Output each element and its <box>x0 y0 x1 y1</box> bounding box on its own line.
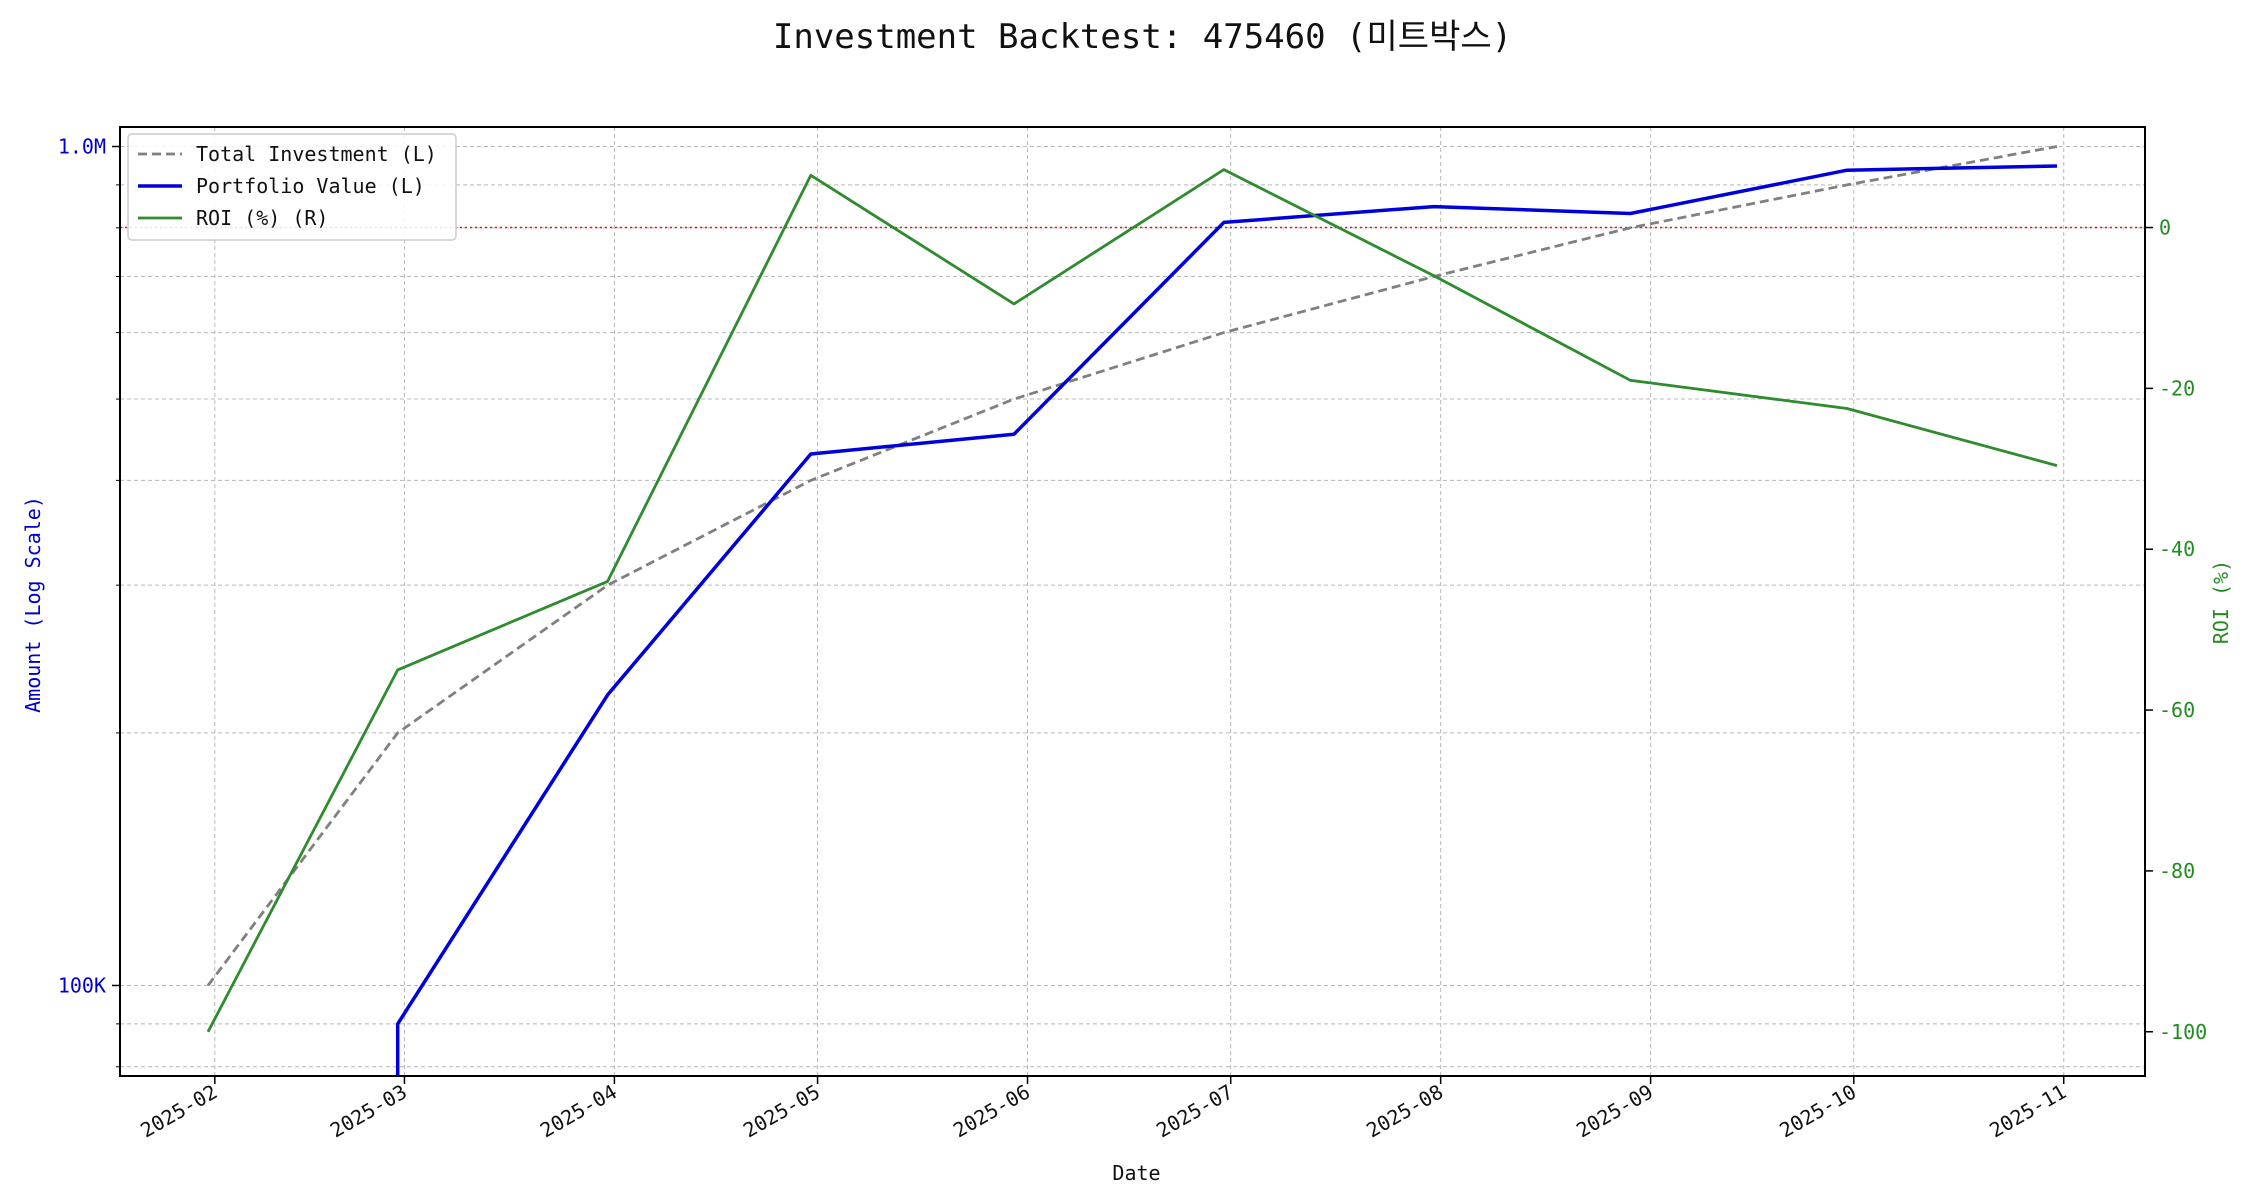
x-axis-label: Date <box>1112 1161 1160 1185</box>
x-tick-label: 2025-06 <box>949 1080 1034 1143</box>
right-tick-label: -60 <box>2159 698 2195 722</box>
right-axis-ticks: 0 -20 -40 -60 -80 -100 <box>2145 216 2207 1044</box>
right-tick-label: -20 <box>2159 376 2195 400</box>
series-lines <box>206 145 2058 1076</box>
x-tick-label: 2025-08 <box>1362 1080 1447 1143</box>
legend-box <box>127 133 457 241</box>
right-tick-label: 0 <box>2159 216 2171 240</box>
plot-frame <box>119 126 2146 1077</box>
x-tick-label: 2025-11 <box>1985 1080 2070 1143</box>
x-tick-label: 2025-10 <box>1775 1080 1860 1143</box>
series-line-2 <box>395 164 2058 1076</box>
left-axis-label: Amount (Log Scale) <box>21 496 45 713</box>
legend-label-1: Total Investment (L) <box>196 142 437 166</box>
x-axis-ticks: 2025-02 2025-03 2025-04 2025-05 2025-06 2025-… <box>136 1076 2070 1142</box>
left-axis-ticks: 100K 1.0M <box>58 135 120 1068</box>
x-tick-label: 2025-04 <box>536 1080 621 1143</box>
right-axis-label: ROI (%) <box>2209 560 2233 644</box>
series-line-3 <box>206 168 2058 1033</box>
right-tick-label: -40 <box>2159 537 2195 561</box>
x-tick-label: 2025-02 <box>136 1080 221 1143</box>
x-tick-label: 2025-05 <box>739 1080 824 1143</box>
legend-label-3: ROI (%) (R) <box>196 206 328 230</box>
x-tick-label: 2025-09 <box>1572 1080 1657 1143</box>
legend: Total Investment (L) Portfolio Value (L) R… <box>127 133 457 241</box>
right-tick-label: -80 <box>2159 859 2195 883</box>
x-tick-label: 2025-03 <box>326 1080 411 1143</box>
left-tick-label: 100K <box>58 973 106 997</box>
right-tick-label: -100 <box>2159 1020 2207 1044</box>
chart-title: Investment Backtest: 475460 (미트박스) <box>773 17 1512 57</box>
series-line-1 <box>206 145 2058 987</box>
left-tick-label: 1.0M <box>58 135 106 159</box>
grid-lines <box>120 127 2145 1076</box>
x-tick-label: 2025-07 <box>1152 1080 1237 1143</box>
legend-label-2: Portfolio Value (L) <box>196 174 425 198</box>
